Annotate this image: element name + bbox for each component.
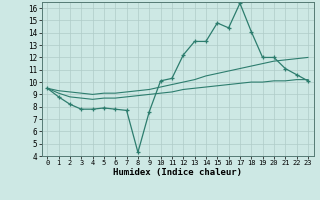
X-axis label: Humidex (Indice chaleur): Humidex (Indice chaleur)	[113, 168, 242, 177]
